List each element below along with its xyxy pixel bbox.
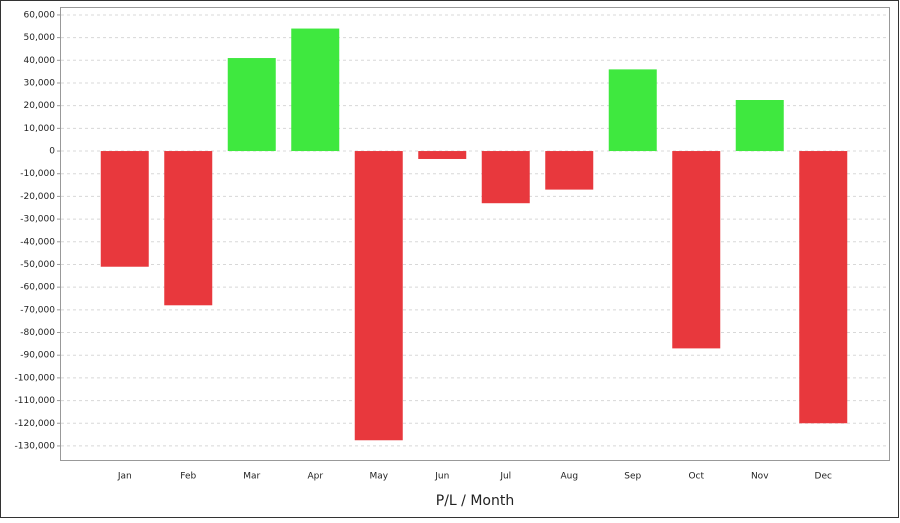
y-tick-label: -80,000: [20, 328, 55, 338]
bar: [227, 58, 276, 152]
x-tick-label: Oct: [688, 472, 704, 482]
x-tick-label: Apr: [307, 472, 323, 482]
bar: [735, 100, 784, 152]
x-axis-label: P/L / Month: [436, 493, 514, 509]
y-tick-label: -90,000: [20, 351, 55, 361]
bar: [799, 151, 848, 424]
bar: [164, 151, 213, 306]
x-tick-label: Aug: [560, 472, 578, 482]
y-tick-label: -100,000: [15, 373, 56, 383]
y-tick-label: 40,000: [24, 56, 56, 66]
y-tick-label: -110,000: [15, 396, 56, 406]
x-tick-label: Feb: [180, 472, 196, 482]
x-tick-label: Mar: [243, 472, 260, 482]
bar: [672, 151, 721, 349]
bar: [481, 151, 530, 204]
x-tick-label: Dec: [815, 472, 832, 482]
y-tick-label: 0: [49, 147, 55, 157]
y-tick-label: 60,000: [24, 10, 56, 20]
x-tick-label: Nov: [751, 472, 769, 482]
bar: [100, 151, 149, 267]
y-tick-label: -60,000: [20, 283, 55, 293]
bar: [291, 28, 340, 152]
y-tick-label: 20,000: [24, 101, 56, 111]
y-tick-label: -10,000: [20, 169, 55, 179]
x-tick-label: Sep: [624, 472, 641, 482]
y-tick-label: -50,000: [20, 260, 55, 270]
x-tick-label: Jul: [499, 472, 511, 482]
y-tick-label: -40,000: [20, 237, 55, 247]
y-tick-label: -30,000: [20, 215, 55, 225]
bar: [418, 151, 467, 159]
bar: [354, 151, 403, 441]
x-tick-label: Jun: [434, 472, 449, 482]
bar: [545, 151, 594, 190]
y-tick-label: 50,000: [24, 33, 56, 43]
y-tick-label: -120,000: [15, 419, 56, 429]
bar: [608, 69, 657, 152]
y-tick-label: 30,000: [24, 78, 56, 88]
x-tick-label: Jan: [117, 472, 132, 482]
y-tick-label: 10,000: [24, 124, 56, 134]
y-tick-label: -20,000: [20, 192, 55, 202]
y-tick-label: -70,000: [20, 305, 55, 315]
x-tick-label: May: [369, 472, 388, 482]
y-tick-label: -130,000: [15, 441, 56, 451]
